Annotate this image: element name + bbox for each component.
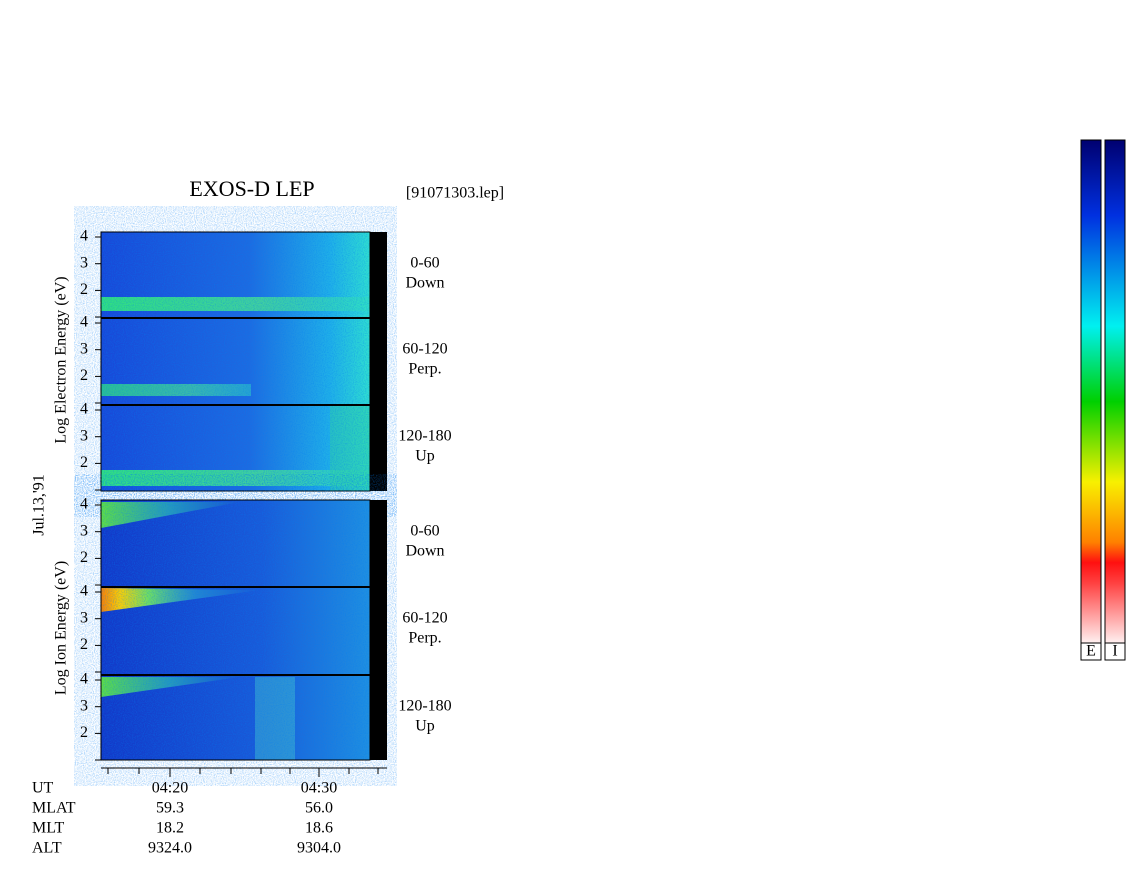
file-name: [91071303.lep] [406,185,504,202]
ephemeris-value: 04:20 [152,780,188,797]
ephemeris-value: 18.6 [305,820,333,837]
ephemeris-label: UT [32,780,54,797]
panel-range: 60-120 [402,610,447,627]
y-tick-label: 4 [80,228,88,245]
title: EXOS-D LEP [189,176,314,201]
panel-range: 120-180 [398,698,451,715]
y-tick-label: 2 [80,636,88,653]
colorbar-label: I [1112,643,1117,660]
y-tick-label: 4 [80,401,88,418]
y-tick-label: 3 [80,427,88,444]
y-tick-label: 4 [80,583,88,600]
panel-range: 0-60 [410,523,439,540]
date: Jul.13,'91 [31,474,48,536]
panel-range: 120-180 [398,428,451,445]
y-tick-label: 2 [80,724,88,741]
y-tick-label: 3 [80,254,88,271]
ion-spectrogram [100,499,387,761]
y-tick-label: 2 [80,549,88,566]
y-tick-label: 2 [80,367,88,384]
panel-direction: Down [405,543,444,560]
panel-direction: Perp. [408,361,441,378]
electron-axis-label: Log Electron Energy (eV) [53,276,70,443]
y-tick-label: 4 [80,671,88,688]
ephemeris-value: 56.0 [305,800,333,817]
panel-direction: Up [415,448,435,465]
time-axis [101,767,387,777]
y-tick-label: 4 [80,496,88,513]
colorbar-label: E [1086,643,1096,660]
panel-direction: Down [405,275,444,292]
electron-spectrogram [100,231,387,492]
ion-axis-label: Log Ion Energy (eV) [53,561,70,695]
y-tick-label: 4 [80,314,88,331]
ephemeris-value: 04:30 [301,780,337,797]
ephemeris-value: 59.3 [156,800,184,817]
y-tick-label: 3 [80,609,88,626]
ephemeris-label: MLAT [32,800,76,817]
y-tick-label: 3 [80,340,88,357]
y-tick-label: 2 [80,281,88,298]
y-tick-label: 3 [80,522,88,539]
y-tick-label: 3 [80,697,88,714]
ephemeris-value: 9304.0 [297,840,341,857]
panel-direction: Up [415,718,435,735]
y-tick-label: 2 [80,454,88,471]
panel-direction: Perp. [408,630,441,647]
ephemeris-value: 9324.0 [148,840,192,857]
panel-range: 0-60 [410,255,439,272]
ephemeris-label: ALT [32,840,62,857]
ephemeris-label: MLT [32,820,65,837]
ephemeris-value: 18.2 [156,820,184,837]
color-bars: E I [1080,139,1126,661]
panel-range: 60-120 [402,341,447,358]
